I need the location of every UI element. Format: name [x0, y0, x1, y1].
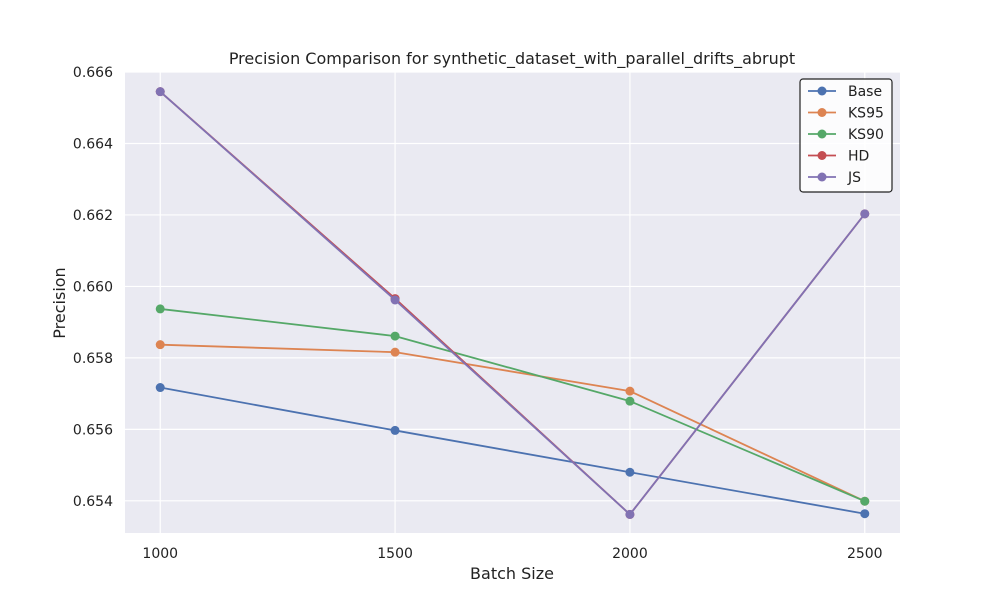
legend-swatch-marker — [817, 108, 827, 117]
legend-label: Base — [848, 84, 882, 100]
data-point-js — [625, 509, 635, 519]
legend-label: KS90 — [848, 127, 884, 143]
x-axis-label: Batch Size — [470, 564, 554, 583]
series-ks90 — [155, 304, 870, 506]
y-axis-label: Precision — [50, 267, 69, 338]
x-tick-label: 1000 — [142, 546, 178, 562]
data-point-ks95 — [155, 340, 165, 350]
legend-box — [799, 78, 893, 193]
data-point-base — [390, 425, 400, 435]
x-tick-label: 2000 — [612, 546, 648, 562]
legend-swatch-marker — [817, 172, 827, 182]
legend-label: KS95 — [848, 106, 884, 122]
data-point-base — [860, 509, 870, 519]
series-line-js — [159, 90, 866, 516]
series-layer — [155, 87, 870, 519]
legend-item-ks90: KS90 — [808, 127, 884, 143]
y-tick-label: 0.666 — [73, 65, 113, 81]
y-tick-label: 0.660 — [73, 279, 113, 295]
legend-swatch-marker — [817, 129, 827, 139]
data-point-js — [860, 209, 870, 219]
legend-label: HD — [848, 149, 869, 165]
y-tick-label: 0.656 — [73, 422, 113, 438]
data-point-ks95 — [390, 347, 400, 357]
data-point-ks95 — [625, 386, 635, 396]
data-point-ks90 — [625, 396, 635, 406]
legend-swatch-marker — [817, 86, 827, 96]
legend-item-js: JS — [808, 170, 861, 186]
y-tick-label: 0.654 — [73, 494, 113, 510]
chart-title: Precision Comparison for synthetic_datas… — [229, 49, 795, 69]
series-js — [155, 87, 870, 519]
y-tick-label: 0.658 — [73, 351, 113, 367]
data-point-js — [390, 295, 400, 305]
data-point-ks90 — [155, 304, 165, 314]
tick-labels: 0.654 0.656 0.658 0.660 0.662 0.664 0.666 1000 1… — [73, 65, 883, 562]
x-tick-label: 2500 — [847, 546, 883, 562]
series-line-ks95 — [160, 343, 866, 503]
legend: Base KS95 KS90 HD JS — [799, 78, 893, 193]
data-point-base — [155, 383, 165, 393]
y-tick-label: 0.664 — [73, 136, 113, 152]
series-base — [155, 383, 870, 519]
data-point-base — [625, 467, 635, 477]
data-point-ks90 — [390, 331, 400, 341]
legend-item-ks95: KS95 — [808, 106, 884, 122]
data-point-ks90 — [860, 496, 870, 506]
data-point-js — [155, 87, 165, 97]
y-tick-label: 0.662 — [73, 208, 113, 224]
legend-item-hd: HD — [808, 149, 869, 165]
plot-area — [125, 72, 900, 533]
legend-item-base: Base — [808, 84, 882, 100]
legend-swatch-marker — [817, 151, 827, 160]
series-line-base — [160, 386, 865, 515]
grid-lines — [125, 71, 900, 533]
series-line-ks90 — [160, 308, 866, 503]
legend-label: JS — [847, 170, 861, 186]
x-tick-label: 1500 — [377, 546, 413, 562]
